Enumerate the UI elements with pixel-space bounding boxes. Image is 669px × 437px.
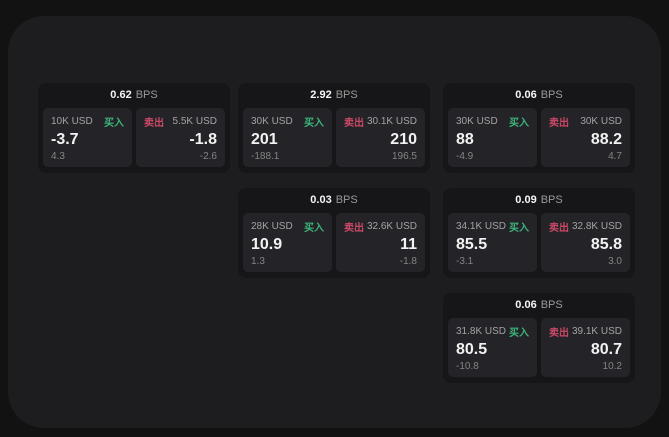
buy-delta: -4.9 — [456, 151, 474, 162]
quote-card: 2.92 BPS 30K USD 买入 201 -188.1 卖出 30.1K U… — [238, 83, 430, 173]
quote-card: 0.06 BPS 31.8K USD 买入 80.5 -10.8 卖出 39.1K… — [443, 293, 635, 383]
buy-price: 80.5 — [456, 341, 488, 358]
buy-tag: 买入 — [509, 118, 529, 129]
buy-delta: 4.3 — [51, 151, 65, 162]
sell-delta: 3.0 — [608, 256, 622, 267]
quotes-panel: 0.62 BPS 10K USD 买入 -3.7 4.3 卖出 5.5K USD … — [8, 16, 661, 428]
notional-label: 30K USD — [580, 116, 622, 127]
quote-card: 0.09 BPS 34.1K USD 买入 85.5 -3.1 卖出 32.8K … — [443, 188, 635, 278]
buy-price: 201 — [251, 131, 278, 148]
sell-price: 85.8 — [590, 236, 622, 253]
sell-cell[interactable]: 卖出 39.1K USD 80.7 10.2 — [541, 318, 630, 377]
sell-price: 210 — [390, 131, 417, 148]
notional-label: 30K USD — [251, 116, 293, 127]
bps-value: 0.06 — [515, 89, 537, 101]
buy-cell[interactable]: 31.8K USD 买入 80.5 -10.8 — [448, 318, 537, 377]
buy-delta: 1.3 — [251, 256, 265, 267]
sell-cell[interactable]: 卖出 5.5K USD -1.8 -2.6 — [136, 108, 225, 167]
quote-card: 0.03 BPS 28K USD 买入 10.9 1.3 卖出 32.6K USD… — [238, 188, 430, 278]
buy-delta: -3.1 — [456, 256, 474, 267]
bps-value: 0.62 — [110, 89, 132, 101]
buy-tag: 买入 — [509, 328, 529, 339]
bps-unit: BPS — [135, 89, 158, 101]
sell-cell[interactable]: 卖出 32.8K USD 85.8 3.0 — [541, 213, 630, 272]
buy-cell[interactable]: 30K USD 买入 201 -188.1 — [243, 108, 332, 167]
card-header: 0.06 BPS — [443, 83, 635, 108]
buy-delta: -188.1 — [251, 151, 280, 162]
buy-cell[interactable]: 34.1K USD 买入 85.5 -3.1 — [448, 213, 537, 272]
notional-label: 10K USD — [51, 116, 93, 127]
bps-value: 2.92 — [310, 89, 332, 101]
notional-label: 31.8K USD — [456, 326, 507, 337]
sell-tag: 卖出 — [549, 118, 569, 129]
buy-price: 88 — [456, 131, 474, 148]
bps-value: 0.09 — [515, 194, 537, 206]
buy-cell[interactable]: 28K USD 买入 10.9 1.3 — [243, 213, 332, 272]
notional-label: 5.5K USD — [172, 116, 217, 127]
notional-label: 32.8K USD — [571, 221, 622, 232]
card-header: 0.62 BPS — [38, 83, 230, 108]
notional-label: 30K USD — [456, 116, 498, 127]
sell-delta: -2.6 — [199, 151, 217, 162]
quote-card: 0.06 BPS 30K USD 买入 88 -4.9 卖出 30K USD 88… — [443, 83, 635, 173]
sell-delta: -1.8 — [399, 256, 417, 267]
bps-unit: BPS — [335, 89, 358, 101]
sell-tag: 卖出 — [549, 223, 569, 234]
sell-cell[interactable]: 卖出 30.1K USD 210 196.5 — [336, 108, 425, 167]
sell-delta: 196.5 — [391, 151, 417, 162]
buy-price: 10.9 — [251, 236, 283, 253]
buy-tag: 买入 — [104, 118, 124, 129]
bps-value: 0.03 — [310, 194, 332, 206]
buy-price: 85.5 — [456, 236, 488, 253]
card-header: 2.92 BPS — [238, 83, 430, 108]
sell-cell[interactable]: 卖出 32.6K USD 11 -1.8 — [336, 213, 425, 272]
buy-cell[interactable]: 30K USD 买入 88 -4.9 — [448, 108, 537, 167]
card-header: 0.06 BPS — [443, 293, 635, 318]
sell-price: -1.8 — [189, 131, 217, 148]
bps-unit: BPS — [335, 194, 358, 206]
buy-tag: 买入 — [509, 223, 529, 234]
buy-price: -3.7 — [51, 131, 79, 148]
sell-tag: 卖出 — [344, 118, 364, 129]
notional-label: 34.1K USD — [456, 221, 507, 232]
notional-label: 32.6K USD — [366, 221, 417, 232]
buy-cell[interactable]: 10K USD 买入 -3.7 4.3 — [43, 108, 132, 167]
sell-price: 88.2 — [590, 131, 622, 148]
card-header: 0.09 BPS — [443, 188, 635, 213]
bps-value: 0.06 — [515, 299, 537, 311]
sell-delta: 10.2 — [602, 361, 622, 372]
notional-label: 28K USD — [251, 221, 293, 232]
bps-unit: BPS — [540, 89, 563, 101]
quote-card: 0.62 BPS 10K USD 买入 -3.7 4.3 卖出 5.5K USD … — [38, 83, 230, 173]
notional-label: 30.1K USD — [366, 116, 417, 127]
buy-tag: 买入 — [304, 223, 324, 234]
sell-price: 80.7 — [590, 341, 622, 358]
sell-tag: 卖出 — [344, 223, 364, 234]
notional-label: 39.1K USD — [571, 326, 622, 337]
bps-unit: BPS — [540, 299, 563, 311]
sell-cell[interactable]: 卖出 30K USD 88.2 4.7 — [541, 108, 630, 167]
buy-delta: -10.8 — [456, 361, 479, 372]
sell-price: 11 — [400, 236, 417, 253]
bps-unit: BPS — [540, 194, 563, 206]
sell-tag: 卖出 — [144, 118, 164, 129]
card-header: 0.03 BPS — [238, 188, 430, 213]
sell-tag: 卖出 — [549, 328, 569, 339]
buy-tag: 买入 — [304, 118, 324, 129]
sell-delta: 4.7 — [608, 151, 622, 162]
